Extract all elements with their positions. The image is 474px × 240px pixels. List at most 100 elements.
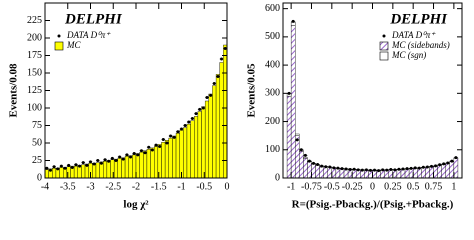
y-tick-label: 100 bbox=[27, 102, 42, 113]
bar bbox=[290, 25, 296, 179]
bar bbox=[331, 167, 337, 179]
bar bbox=[73, 165, 78, 179]
bar bbox=[103, 160, 108, 179]
bar bbox=[315, 165, 320, 179]
bar bbox=[299, 150, 304, 179]
x-tick-label: -1 bbox=[177, 181, 185, 192]
legend-label: MC (sidebands) bbox=[391, 40, 450, 50]
legend-label: DATA D⁰π⁺ bbox=[391, 30, 436, 40]
bar bbox=[433, 165, 438, 179]
bar bbox=[208, 93, 213, 179]
bar bbox=[52, 167, 57, 179]
y-tick-label: 500 bbox=[265, 31, 280, 42]
page: 0 25 50 75 100 125 150 175 200 225 -4 -3.5 -3 -2.5 -2-… bbox=[7, 2, 463, 211]
bar bbox=[95, 162, 100, 179]
bar bbox=[164, 139, 169, 179]
bar bbox=[59, 167, 64, 179]
bar bbox=[201, 106, 206, 179]
y-tick-label: 175 bbox=[27, 50, 42, 61]
bar bbox=[445, 163, 450, 179]
y-tick-label: 150 bbox=[27, 67, 42, 78]
bar bbox=[453, 158, 459, 179]
bar bbox=[441, 164, 446, 179]
bar bbox=[223, 44, 228, 179]
y-tick-label: 225 bbox=[27, 15, 42, 26]
bar bbox=[190, 120, 195, 179]
bar bbox=[204, 100, 210, 179]
bar bbox=[404, 168, 410, 179]
bar bbox=[81, 164, 86, 179]
bar bbox=[143, 150, 148, 179]
x-tick-label: -1 bbox=[287, 181, 295, 192]
bar bbox=[194, 116, 199, 179]
bar bbox=[212, 85, 217, 179]
x-tick-label: -2 bbox=[132, 181, 140, 192]
x-tick-label: -4 bbox=[41, 181, 49, 192]
bar bbox=[449, 161, 455, 179]
bar bbox=[295, 135, 300, 179]
bar bbox=[400, 169, 406, 179]
bar bbox=[124, 156, 129, 179]
chart-title: DELPHI bbox=[389, 11, 448, 27]
y-axis-title: Events/0.05 bbox=[246, 63, 258, 118]
legend-marker bbox=[57, 34, 61, 38]
bar bbox=[172, 135, 177, 179]
y-tick-label: 75 bbox=[32, 120, 42, 131]
bar bbox=[412, 168, 418, 179]
x-tick-label: -0.5 bbox=[196, 181, 212, 192]
bar bbox=[183, 127, 188, 179]
x-tick-label: -3 bbox=[86, 181, 94, 192]
x-tick-label: -0.25 bbox=[342, 181, 363, 192]
x-tick-label: -1.5 bbox=[151, 181, 167, 192]
legend-label: MC bbox=[66, 40, 81, 50]
bar bbox=[311, 163, 316, 179]
bar bbox=[408, 168, 414, 179]
y-tick-label: 300 bbox=[265, 88, 280, 99]
bar bbox=[186, 123, 191, 179]
bar bbox=[197, 111, 202, 179]
x-tick-label: 0 bbox=[370, 181, 375, 192]
bar bbox=[303, 158, 308, 179]
bar bbox=[421, 167, 426, 179]
y-tick-label: 600 bbox=[265, 3, 280, 14]
bar bbox=[135, 153, 140, 179]
legend-swatch bbox=[379, 51, 389, 61]
bar bbox=[335, 168, 341, 179]
y-tick-label: 400 bbox=[265, 59, 280, 70]
chart-title: DELPHI bbox=[64, 11, 123, 27]
x-tick-label: 1 bbox=[451, 181, 456, 192]
bar bbox=[168, 137, 173, 179]
y-tick-label: 100 bbox=[265, 144, 280, 155]
legend-marker bbox=[382, 34, 386, 38]
y-tick-label: 125 bbox=[27, 85, 42, 96]
y-tick-label: 25 bbox=[32, 155, 42, 166]
bar bbox=[396, 169, 402, 179]
bar bbox=[437, 165, 442, 179]
legend-label: MC (sgn) bbox=[391, 50, 426, 60]
bar bbox=[295, 133, 300, 136]
bar bbox=[92, 163, 97, 179]
x-tick-label: -0.75 bbox=[301, 181, 322, 192]
bar bbox=[286, 95, 292, 179]
x-tick-label: -3.5 bbox=[60, 181, 76, 192]
bar bbox=[106, 160, 111, 179]
bar bbox=[425, 167, 430, 179]
bar bbox=[351, 169, 357, 179]
bar bbox=[161, 142, 166, 179]
y-tick-label: 50 bbox=[32, 137, 42, 148]
bar bbox=[175, 132, 180, 179]
x-tick-label: -0.5 bbox=[324, 181, 340, 192]
bar bbox=[429, 166, 434, 179]
bar bbox=[150, 147, 155, 179]
bar bbox=[146, 149, 151, 179]
bar bbox=[153, 146, 159, 179]
bar bbox=[121, 157, 126, 179]
bar bbox=[132, 154, 137, 179]
frame bbox=[282, 2, 463, 179]
x-tick-label: 0.5 bbox=[407, 181, 420, 192]
bar bbox=[128, 155, 133, 179]
bar bbox=[44, 169, 49, 179]
x-axis-title: log χ² bbox=[123, 199, 149, 211]
bar bbox=[303, 157, 308, 159]
